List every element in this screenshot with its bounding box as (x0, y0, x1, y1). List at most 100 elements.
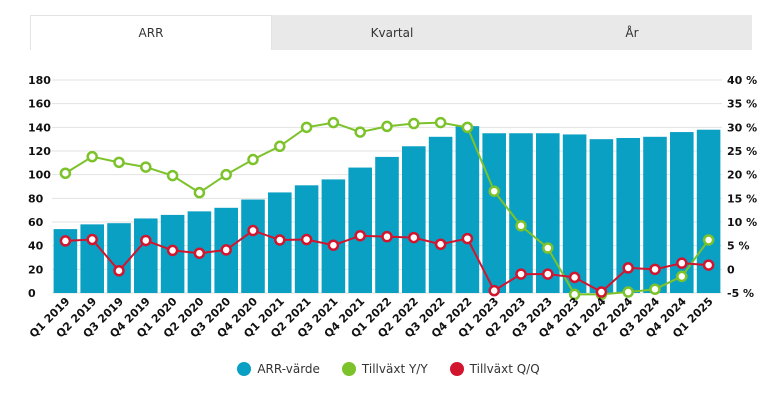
point-yoy (408, 117, 420, 130)
point-yoy (274, 140, 286, 153)
point-yoy (220, 168, 232, 181)
point-yoy (327, 116, 340, 129)
point-qoq (193, 247, 206, 259)
point-qoq (595, 286, 608, 298)
left-axis-tick-label: 160 (28, 98, 51, 111)
bar (107, 223, 131, 293)
tab-arr[interactable]: ARR (30, 15, 272, 50)
left-axis-tick-label: 40 (28, 240, 44, 253)
bar (134, 218, 158, 293)
legend-item-yoy[interactable]: Tillväxt Y/Y (341, 362, 428, 376)
bar (562, 134, 587, 293)
left-axis-tick-label: 100 (28, 169, 51, 182)
bar (589, 139, 614, 293)
left-axis-tick-label: 20 (28, 263, 44, 276)
point-qoq (274, 234, 286, 246)
point-yoy (140, 161, 152, 173)
point-qoq (461, 232, 474, 245)
point-qoq (408, 231, 420, 244)
bar (402, 146, 426, 293)
point-qoq (515, 268, 527, 280)
legend: ARR-värde Tillväxt Y/Y Tillväxt Q/Q (0, 362, 777, 376)
point-qoq (702, 259, 715, 271)
point-qoq (59, 235, 72, 247)
right-axis-tick-label: 35 % (727, 98, 757, 111)
point-qoq (166, 244, 179, 257)
point-qoq (488, 284, 500, 297)
bar (696, 129, 721, 293)
right-axis-tick-label: 15 % (727, 192, 757, 205)
point-yoy (113, 156, 125, 169)
point-yoy (193, 186, 206, 199)
left-axis-tick-label: 180 (28, 74, 51, 87)
right-axis-tick-label: 5 % (727, 240, 750, 253)
legend-label-arr: ARR-värde (257, 362, 320, 376)
point-qoq (300, 233, 313, 246)
tab-ar[interactable]: År (512, 15, 752, 50)
arr-chart: 0 20 40 60 80 100 120 140 160 180 -5 % 0 5 % 10 % 15 %… (27, 74, 757, 341)
point-yoy (568, 288, 581, 301)
point-qoq (220, 244, 232, 256)
point-yoy (86, 150, 98, 163)
point-yoy (622, 286, 634, 298)
legend-swatch-qoq (449, 362, 464, 376)
point-yoy (59, 167, 72, 179)
point-yoy (515, 220, 527, 232)
bar (321, 179, 346, 293)
legend-swatch-yoy (341, 362, 356, 376)
left-axis-tick-label: 60 (28, 216, 44, 229)
bar (53, 229, 78, 293)
right-axis-tick-label: 0 (727, 263, 735, 276)
tab-kvartal[interactable]: Kvartal (272, 15, 512, 50)
bar (80, 224, 104, 293)
point-yoy (461, 121, 474, 134)
legend-label-qoq: Tillväxt Q/Q (469, 362, 540, 376)
point-qoq (247, 224, 259, 237)
right-axis-tick-label: -5 % (727, 287, 754, 300)
point-yoy (542, 242, 554, 254)
bar (670, 132, 694, 293)
right-axis-tick-label: 30 % (727, 121, 757, 134)
point-yoy (166, 169, 179, 182)
point-qoq (568, 271, 581, 284)
point-yoy (676, 270, 688, 283)
point-qoq (86, 233, 98, 246)
point-qoq (113, 265, 125, 277)
point-qoq (542, 268, 554, 280)
point-yoy (434, 116, 447, 129)
legend-item-arr[interactable]: ARR-värde (237, 362, 320, 376)
bar (482, 133, 506, 293)
bar (643, 136, 667, 293)
left-axis-tick-label: 140 (28, 121, 51, 134)
bar (375, 156, 399, 293)
point-yoy (649, 283, 661, 295)
bar (428, 136, 453, 293)
right-axis-tick-label: 25 % (727, 145, 757, 158)
point-qoq (327, 239, 340, 251)
bar (616, 137, 640, 293)
left-axis-tick-label: 120 (28, 145, 51, 158)
point-qoq (354, 229, 366, 242)
bar (509, 133, 533, 293)
left-axis-tick-label: 0 (28, 287, 36, 300)
right-axis-tick-label: 40 % (727, 74, 757, 87)
bar (241, 199, 265, 293)
bar (536, 133, 560, 293)
bar (455, 126, 480, 294)
point-qoq (622, 262, 634, 274)
point-qoq (676, 257, 688, 269)
right-axis-tick-label: 20 % (727, 169, 757, 182)
point-yoy (354, 126, 366, 138)
left-axis-tick-label: 80 (28, 192, 44, 205)
point-qoq (381, 230, 393, 243)
legend-item-qoq[interactable]: Tillväxt Q/Q (449, 362, 540, 376)
point-qoq (140, 234, 152, 247)
point-yoy (247, 153, 259, 166)
point-yoy (300, 121, 313, 134)
right-axis-tick-label: 10 % (727, 216, 757, 229)
legend-swatch-arr (237, 362, 252, 376)
point-qoq (649, 263, 661, 276)
tab-bar: ARR Kvartal År (30, 15, 752, 50)
point-yoy (381, 120, 393, 133)
legend-label-yoy: Tillväxt Y/Y (361, 362, 428, 376)
